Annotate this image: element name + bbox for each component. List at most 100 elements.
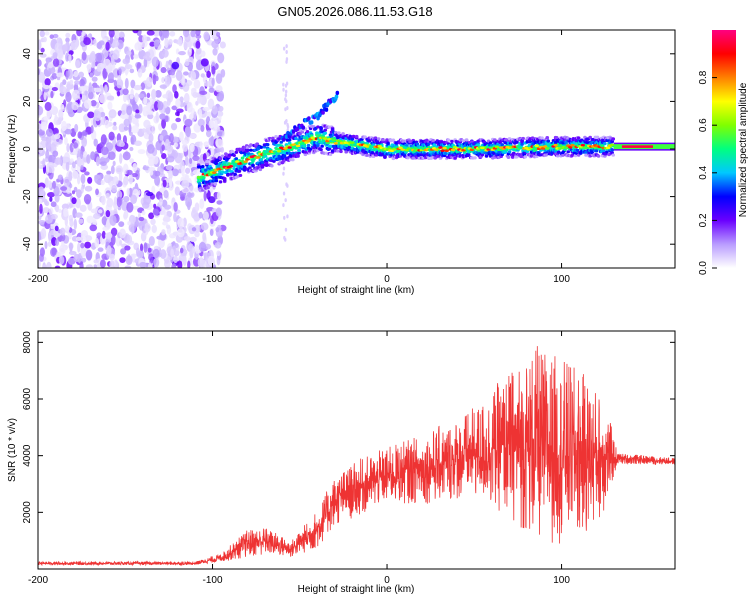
spectrogram-ridge-cell xyxy=(594,149,599,153)
spectrogram-noise-cell xyxy=(64,128,73,135)
spectrogram-noise-cell xyxy=(80,242,85,249)
spectrogram-noise-cell xyxy=(106,197,114,208)
spectrogram-x-tick-label: -200 xyxy=(28,274,48,285)
spectrogram-noise-cell xyxy=(119,153,123,164)
spectrogram-noise-cell xyxy=(170,122,178,131)
spectrogram-ridge-cell xyxy=(234,150,239,154)
spectrogram-noise-cell xyxy=(103,58,111,70)
spectrogram-noise-cell xyxy=(191,87,197,93)
spectrogram-noise-cell xyxy=(143,222,151,233)
spectrogram-noise-cell xyxy=(73,186,78,193)
spectrogram-noise-cell xyxy=(216,110,224,117)
spectrogram-noise-cell xyxy=(90,151,96,161)
spectrogram-noise-cell xyxy=(60,233,66,242)
spectrogram-noise-cell xyxy=(90,125,94,134)
spectrogram-streak-cell xyxy=(282,166,286,171)
spectrogram-ridge-cell xyxy=(206,185,210,190)
spectrogram-ridge-core xyxy=(228,164,234,168)
spectrogram-noise-cell xyxy=(126,105,133,116)
spectrogram-noise-cell xyxy=(162,100,168,109)
spectrogram-streak-cell xyxy=(285,44,288,49)
spectrogram-streak-cell xyxy=(286,106,289,111)
spectrogram-noise-cell xyxy=(168,169,173,180)
spectrogram-noise-cell xyxy=(134,92,139,103)
spectrogram-noise-cell xyxy=(98,40,105,46)
spectrogram-ridge-core xyxy=(496,148,502,152)
spectrogram-noise-cell xyxy=(155,75,159,82)
spectrogram-noise-cell xyxy=(123,126,129,131)
spectrogram-noise-cell xyxy=(215,138,224,149)
spectrogram-noise-cell xyxy=(166,98,171,106)
spectrogram-ridge-cell xyxy=(303,152,308,157)
spectrogram-ridge-core xyxy=(580,143,586,147)
spectrogram-noise-cell xyxy=(94,174,102,184)
spectrogram-noise-cell xyxy=(195,47,202,55)
spectrogram-ridge-cell xyxy=(596,154,601,158)
spectrogram-noise-cell xyxy=(89,72,94,78)
spectrogram-noise-cell xyxy=(196,96,203,104)
spectrogram-ridge-core xyxy=(438,146,443,149)
spectrogram-noise-cell xyxy=(54,265,61,268)
spectrogram-noise-cell xyxy=(95,188,99,196)
snr-marks xyxy=(38,346,675,567)
spectrogram-noise-cell xyxy=(38,159,41,169)
spectrogram-ridge-cell xyxy=(450,139,454,143)
spectrogram-noise-cell xyxy=(207,98,215,110)
spectrogram-noise-cell xyxy=(174,90,179,99)
spectrogram-noise-cell xyxy=(131,172,139,178)
spectrogram-ridge-cell xyxy=(493,138,497,142)
spectrogram-noise-cell xyxy=(79,204,87,212)
spectrogram-noise-cell xyxy=(44,241,48,250)
spectrogram-noise-cell xyxy=(182,82,190,93)
spectrogram-noise-cell xyxy=(38,39,42,51)
spectrogram-noise-cell xyxy=(164,204,172,210)
spectrogram-noise-cell xyxy=(112,160,116,166)
spectrogram-noise-cell xyxy=(119,228,126,239)
spectrogram-ridge-cell xyxy=(344,150,349,154)
spectrogram-ridge-cell xyxy=(492,151,496,155)
spectrogram-noise-cell xyxy=(94,52,103,63)
spectrogram-noise-cell xyxy=(131,125,139,134)
spectrogram-noise-cell xyxy=(218,105,224,112)
spectrogram-noise-cell xyxy=(185,167,191,174)
spectrogram-noise-cell xyxy=(39,247,45,257)
spectrogram-streak-cell xyxy=(285,99,288,104)
spectrogram-y-tick-label: -40 xyxy=(22,237,33,252)
spectrogram-noise-cell xyxy=(198,241,207,252)
spectrogram-ridge-cell xyxy=(546,139,551,143)
spectrogram-noise-cell xyxy=(107,72,114,83)
spectrogram-noise-cell xyxy=(182,71,189,76)
spectrogram-ridge-cell xyxy=(249,143,253,147)
spectrogram-noise-cell xyxy=(189,143,195,153)
spectrogram-noise-cell xyxy=(124,64,133,70)
spectrogram-noise-cell xyxy=(135,109,140,114)
spectrogram-ridge-cell xyxy=(232,167,236,171)
spectrogram-ridge-core xyxy=(350,141,355,144)
spectrogram-branch-cell xyxy=(307,116,311,121)
spectrogram-noise-cell xyxy=(65,187,72,194)
spectrogram-noise-cell xyxy=(182,143,188,152)
spectrogram-noise-cell xyxy=(145,191,154,197)
spectrogram-noise-cell xyxy=(162,94,168,99)
spectrogram-noise-cell xyxy=(187,260,191,268)
colorbar-tick-label: 0.6 xyxy=(698,118,709,132)
chart-title: GN05.2026.086.11.53.G18 xyxy=(277,4,432,19)
spectrogram-noise-cell xyxy=(143,119,151,129)
spectrogram-ridge-cell xyxy=(213,182,218,186)
spectrogram-noise-cell xyxy=(75,197,82,209)
spectrogram-ridge-core xyxy=(333,142,338,145)
spectrogram-noise-cell xyxy=(198,108,203,119)
spectrogram-noise-cell xyxy=(152,30,161,37)
spectrogram-noise-cell xyxy=(84,171,90,176)
spectrogram-noise-cell xyxy=(217,52,225,64)
spectrogram-noise-cell xyxy=(216,200,223,205)
spectrogram-noise-cell xyxy=(79,150,84,160)
spectrogram-noise-cell xyxy=(190,36,197,43)
spectrogram-noise-cell xyxy=(218,115,222,121)
spectrogram-noise-cell xyxy=(41,195,46,203)
spectrogram-streak-cell xyxy=(284,83,288,88)
spectrogram-streak-cell xyxy=(282,171,285,176)
spectrogram-noise-cell xyxy=(168,59,173,67)
spectrogram-noise-cell xyxy=(190,71,197,81)
spectrogram-ridge-cell xyxy=(573,154,578,158)
